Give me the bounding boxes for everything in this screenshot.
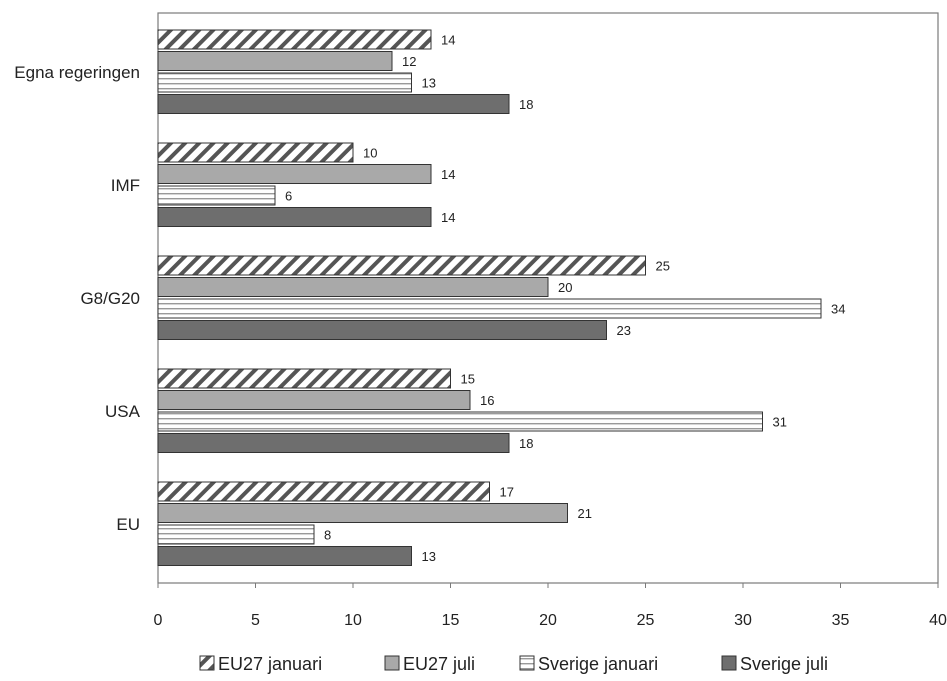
bar — [157, 524, 315, 545]
x-tick-label: 35 — [832, 612, 850, 629]
legend-label: Sverige juli — [740, 654, 828, 674]
data-label: 12 — [402, 54, 416, 69]
category-label: USA — [105, 402, 141, 421]
data-label: 10 — [363, 146, 377, 161]
data-label: 14 — [441, 167, 455, 182]
bar — [157, 433, 510, 453]
bar — [157, 142, 354, 163]
bar — [157, 320, 607, 340]
category-label: IMF — [111, 176, 140, 195]
bar — [157, 481, 490, 502]
bar — [157, 255, 646, 276]
bar — [157, 51, 393, 71]
data-label: 17 — [500, 485, 514, 500]
bar — [157, 390, 471, 410]
x-tick-label: 15 — [442, 612, 460, 629]
category-label: G8/G20 — [80, 289, 140, 308]
data-label: 8 — [324, 528, 331, 543]
x-tick-label: 25 — [637, 612, 655, 629]
bar — [157, 368, 451, 389]
x-tick-label: 20 — [539, 612, 557, 629]
x-tick-label: 40 — [929, 612, 947, 629]
legend: EU27 januari EU27 juli Sverige januari Sver… — [199, 654, 828, 674]
bar — [157, 94, 510, 114]
legend-swatch — [721, 655, 737, 671]
bar — [157, 207, 432, 227]
category-label: Egna regeringen — [14, 63, 140, 82]
legend-swatch — [199, 655, 215, 671]
data-label: 13 — [422, 76, 436, 91]
data-label: 23 — [617, 323, 631, 338]
category-axis: Egna regeringen IMF G8/G20 USA EU — [14, 63, 140, 534]
data-label: 16 — [480, 393, 494, 408]
bar — [157, 411, 763, 432]
bar — [157, 277, 549, 297]
bar — [157, 185, 276, 206]
bar — [157, 546, 412, 566]
legend-label: Sverige januari — [538, 654, 658, 674]
x-tick-label: 5 — [251, 612, 260, 629]
bar — [157, 298, 822, 319]
data-label: 6 — [285, 189, 292, 204]
data-label: 34 — [831, 302, 845, 317]
data-label: 14 — [441, 210, 455, 225]
data-label: 25 — [656, 259, 670, 274]
bars-group: 14 12 13 18 10 14 6 14 25 20 34 23 15 16 31 18 17 21 8 13 — [157, 29, 845, 566]
legend-swatch — [519, 655, 535, 671]
data-label: 18 — [519, 97, 533, 112]
x-tick-label: 0 — [154, 612, 163, 629]
x-tick-label: 30 — [734, 612, 752, 629]
bar — [157, 72, 412, 93]
data-label: 21 — [578, 506, 592, 521]
bar — [157, 503, 568, 523]
legend-label: EU27 juli — [403, 654, 475, 674]
legend-swatch — [384, 655, 400, 671]
data-label: 14 — [441, 33, 455, 48]
data-label: 13 — [422, 549, 436, 564]
data-label: 15 — [461, 372, 475, 387]
data-label: 20 — [558, 280, 572, 295]
legend-label: EU27 januari — [218, 654, 322, 674]
bar — [157, 164, 432, 184]
data-label: 31 — [773, 415, 787, 430]
x-axis: 0 5 10 15 20 25 30 35 40 — [154, 583, 947, 629]
category-label: EU — [116, 515, 140, 534]
bar — [157, 29, 432, 50]
x-tick-label: 10 — [344, 612, 362, 629]
data-label: 18 — [519, 436, 533, 451]
